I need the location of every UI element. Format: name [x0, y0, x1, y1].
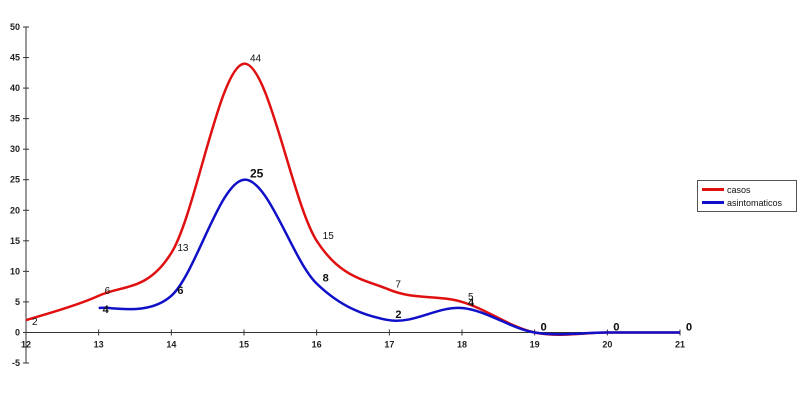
data-label-asintomaticos: 2 [395, 309, 401, 321]
y-tick-label: 20 [10, 205, 20, 215]
data-label-asintomaticos: 4 [468, 297, 475, 309]
series-line-casos [25, 62, 680, 336]
data-label-asintomaticos: 0 [613, 321, 619, 333]
legend-item-asintomaticos: asintomaticos [702, 196, 782, 209]
y-tick-label: 35 [10, 114, 20, 124]
series-lines [25, 62, 680, 336]
legend-label-asintomaticos: asintomaticos [727, 197, 783, 208]
y-tick-label: 50 [10, 22, 20, 32]
legend-swatch-casos [702, 188, 724, 191]
data-label-asintomaticos: 6 [177, 285, 183, 297]
data-label-casos: 5 [468, 292, 474, 303]
y-tick-label: 25 [10, 175, 20, 185]
y-tick-label: 10 [10, 266, 20, 276]
data-label-asintomaticos: 25 [250, 167, 264, 181]
data-label-asintomaticos: 0 [541, 321, 547, 333]
y-tick-label: -5 [12, 358, 20, 368]
x-tick-label: 17 [384, 339, 394, 349]
x-tick-label: 18 [457, 339, 467, 349]
legend-swatch-asintomaticos [702, 201, 724, 204]
data-label-casos: 0 [686, 322, 692, 333]
x-tick-label: 20 [602, 339, 612, 349]
x-tick-label: 21 [675, 339, 685, 349]
data-label-asintomaticos: 4 [103, 304, 110, 316]
x-tick-label: 14 [166, 339, 176, 349]
data-label-casos: 44 [250, 54, 262, 65]
series-line-asintomaticos [98, 178, 680, 336]
data-label-casos: 0 [613, 322, 619, 333]
data-label-asintomaticos: 8 [323, 273, 329, 285]
legend-label-casos: casos [727, 184, 751, 195]
data-label-casos: 0 [541, 322, 547, 333]
x-tick-label: 19 [530, 339, 540, 349]
data-label-casos: 6 [105, 286, 111, 297]
data-label-asintomaticos: 0 [686, 321, 692, 333]
y-tick-label: 30 [10, 144, 20, 154]
data-label-casos: 7 [395, 280, 401, 291]
x-tick-label: 13 [94, 339, 104, 349]
y-tick-label: 5 [15, 297, 20, 307]
x-tick-label: 12 [21, 339, 31, 349]
data-label-casos: 2 [32, 317, 38, 328]
y-tick-label: 45 [10, 53, 20, 63]
x-tick-label: 16 [312, 339, 322, 349]
y-tick-label: 15 [10, 236, 20, 246]
y-tick-label: 0 [15, 327, 20, 337]
legend: casos asintomaticos [697, 180, 797, 212]
legend-item-casos: casos [702, 183, 751, 196]
y-tick-label: 40 [10, 83, 20, 93]
data-label-casos: 13 [177, 243, 189, 254]
x-tick-label: 15 [239, 339, 249, 349]
data-label-casos: 15 [323, 231, 335, 242]
